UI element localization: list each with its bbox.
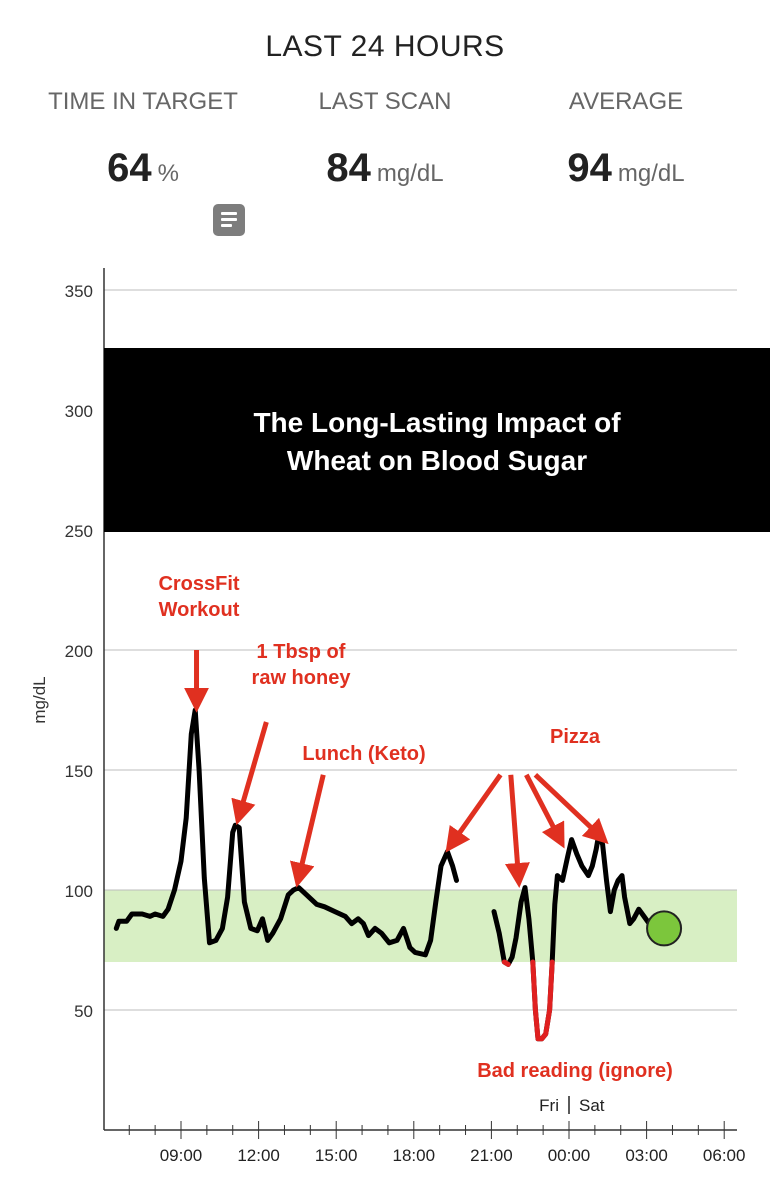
annotation-label: 1 Tbsp of — [257, 641, 346, 663]
title-banner — [104, 348, 770, 532]
stat-value: 84 — [326, 146, 371, 190]
y-tick-label: 250 — [65, 522, 93, 541]
stat-label: LAST SCAN — [318, 88, 452, 115]
x-tick-label: 03:00 — [625, 1146, 668, 1165]
x-tick-label: 06:00 — [703, 1146, 746, 1165]
annotation-label: Pizza — [550, 726, 601, 748]
annotation-label: CrossFit — [158, 573, 239, 595]
annotation-arrow — [231, 721, 269, 826]
stat-unit: mg/dL — [376, 160, 444, 187]
banner-line: The Long-Lasting Impact of — [253, 407, 621, 438]
annotation-arrow — [504, 774, 530, 888]
x-tick-label: 18:00 — [393, 1146, 436, 1165]
y-tick-label: 150 — [65, 762, 93, 781]
current-reading-marker — [646, 910, 683, 947]
annotation-label: raw honey — [252, 667, 352, 689]
page-title: LAST 24 HOURS — [265, 30, 505, 63]
low-glucose-segment — [501, 959, 511, 967]
day-label-fri: Fri — [539, 1096, 559, 1115]
x-tick-label: 15:00 — [315, 1146, 358, 1165]
x-tick-label: 09:00 — [160, 1146, 203, 1165]
annotation-label: Bad reading (ignore) — [477, 1060, 673, 1082]
stat-average: AVERAGE 94 mg/dL — [506, 88, 746, 191]
y-tick-label: 200 — [65, 642, 93, 661]
stat-last-scan: LAST SCAN 84 mg/dL — [265, 88, 505, 191]
stat-unit: % — [157, 160, 179, 187]
y-tick-label: 100 — [65, 882, 93, 901]
stat-value: 64 — [107, 146, 152, 190]
stat-unit: mg/dL — [617, 160, 685, 187]
glucose-series-segment — [113, 707, 459, 958]
y-tick-label: 300 — [65, 402, 93, 421]
annotation-arrow — [290, 774, 326, 888]
banner-line: Wheat on Blood Sugar — [287, 445, 587, 476]
stat-value: 94 — [567, 146, 612, 190]
annotation-label: Workout — [159, 599, 240, 621]
y-tick-label: 50 — [74, 1002, 93, 1021]
y-axis-label: mg/dL — [30, 676, 49, 723]
x-tick-label: 00:00 — [548, 1146, 591, 1165]
x-tick-label: 21:00 — [470, 1146, 513, 1165]
stat-time-in-target: TIME IN TARGET 64% — [23, 88, 263, 191]
stat-label: TIME IN TARGET — [48, 88, 238, 115]
annotation-arrow — [533, 772, 609, 845]
day-label-sat: Sat — [579, 1096, 605, 1115]
stat-label: AVERAGE — [568, 88, 684, 115]
low-glucose-segment — [530, 959, 555, 1042]
annotation-label: Lunch (Keto) — [302, 743, 425, 765]
annotation-arrow — [445, 773, 503, 853]
notes-icon[interactable] — [213, 204, 245, 236]
x-tick-label: 12:00 — [237, 1146, 280, 1165]
glucose-series-segment — [491, 832, 656, 1042]
y-tick-label: 350 — [65, 282, 93, 301]
annotation-arrow — [524, 773, 565, 849]
